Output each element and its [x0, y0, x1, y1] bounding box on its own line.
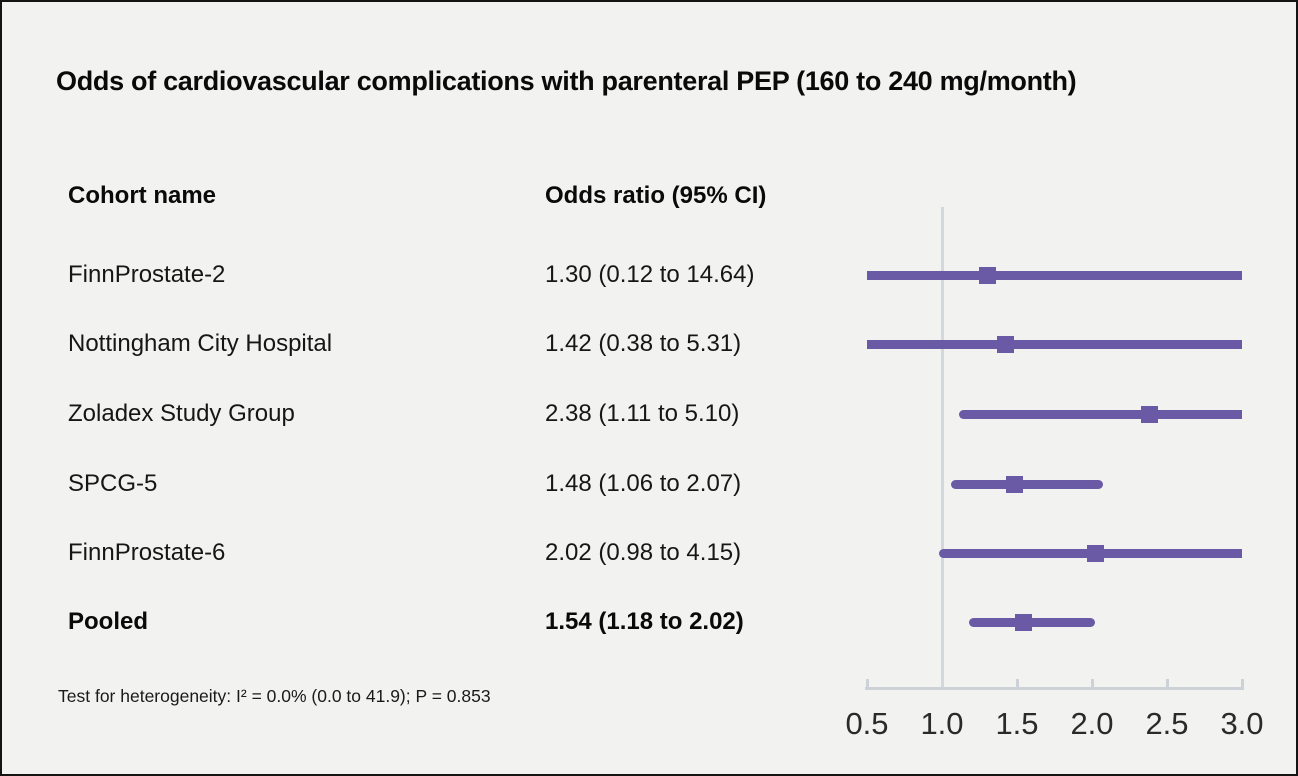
x-axis-tick: [865, 679, 869, 687]
table-row-pooled: Pooled 1.54 (1.18 to 2.02): [2, 605, 862, 639]
x-tick-label: 3.0: [1220, 706, 1264, 741]
ci-line: [867, 270, 1242, 280]
x-axis-tick: [1090, 679, 1094, 687]
table-row: FinnProstate-6 2.02 (0.98 to 4.15): [2, 536, 862, 570]
ci-line: [969, 617, 1095, 627]
ci-line: [939, 548, 1242, 558]
estimate-marker: [1140, 405, 1158, 423]
cohort-name: SPCG-5: [68, 470, 158, 497]
odds-ratio-value: 1.54 (1.18 to 2.02): [545, 608, 744, 635]
chart-title: Odds of cardiovascular complications wit…: [56, 66, 1077, 96]
ci-line: [867, 339, 1242, 349]
table-row: Zoladex Study Group 2.38 (1.11 to 5.10): [2, 397, 862, 431]
x-axis-tick: [1015, 679, 1019, 687]
x-axis-tick: [1165, 679, 1169, 687]
odds-ratio-value: 1.30 (0.12 to 14.64): [545, 261, 755, 288]
column-header-odds-ratio: Odds ratio (95% CI): [545, 182, 767, 209]
table-row: Nottingham City Hospital 1.42 (0.38 to 5…: [2, 327, 862, 361]
x-axis-tick: [1240, 679, 1244, 687]
estimate-marker: [996, 335, 1014, 353]
pooled-estimate-marker: [1014, 613, 1032, 631]
x-tick-label: 1.5: [995, 706, 1039, 741]
ci-line: [958, 409, 1242, 419]
odds-ratio-value: 2.38 (1.11 to 5.10): [545, 400, 740, 427]
x-tick-label: 2.0: [1070, 706, 1114, 741]
cohort-name: FinnProstate-2: [68, 261, 226, 288]
cohort-name: Nottingham City Hospital: [68, 330, 333, 357]
reference-line: [940, 207, 944, 690]
odds-ratio-value: 1.48 (1.06 to 2.07): [545, 470, 742, 497]
x-axis-line: [865, 687, 1244, 690]
ci-line: [951, 479, 1103, 489]
x-tick-label: 0.5: [845, 706, 889, 741]
heterogeneity-note: Test for heterogeneity: I² = 0.0% (0.0 t…: [58, 686, 491, 706]
x-tick-label: 1.0: [920, 706, 964, 741]
cohort-name: FinnProstate-6: [68, 539, 226, 566]
column-header-cohort: Cohort name: [68, 182, 217, 209]
cohort-name: Pooled: [68, 608, 149, 635]
estimate-marker: [1005, 475, 1023, 493]
odds-ratio-value: 2.02 (0.98 to 4.15): [545, 539, 742, 566]
table-header-row: Cohort name Odds ratio (95% CI): [2, 179, 862, 213]
odds-ratio-value: 1.42 (0.38 to 5.31): [545, 330, 742, 357]
estimate-marker: [978, 266, 996, 284]
table-row: FinnProstate-2 1.30 (0.12 to 14.64): [2, 258, 862, 292]
estimate-marker: [1086, 544, 1104, 562]
x-tick-label: 2.5: [1145, 706, 1189, 741]
table-row: SPCG-5 1.48 (1.06 to 2.07): [2, 467, 862, 501]
cohort-name: Zoladex Study Group: [68, 400, 295, 427]
